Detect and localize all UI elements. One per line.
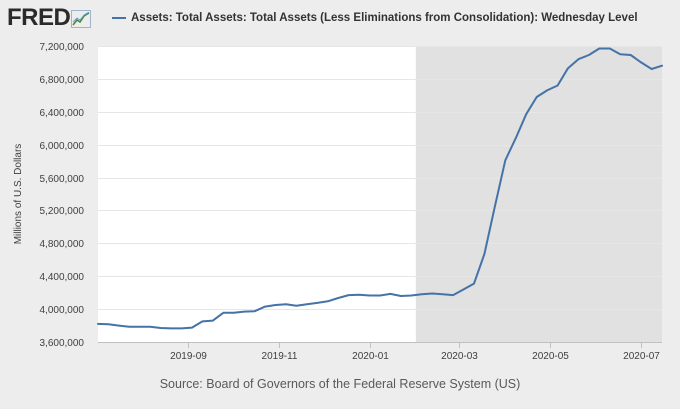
data-point[interactable] xyxy=(472,281,477,286)
data-point[interactable] xyxy=(106,322,111,327)
data-point[interactable] xyxy=(660,63,665,68)
data-point[interactable] xyxy=(304,302,309,307)
data-point[interactable] xyxy=(409,293,414,298)
y-tick-label: 4,800,000 xyxy=(40,239,85,250)
data-point[interactable] xyxy=(231,310,236,315)
x-tick-label: 2020-01 xyxy=(352,351,389,362)
data-point[interactable] xyxy=(639,60,644,65)
source-note: Source: Board of Governors of the Federa… xyxy=(159,377,521,391)
data-point[interactable] xyxy=(169,326,174,331)
x-tick-label: 2020-05 xyxy=(532,351,569,362)
data-point[interactable] xyxy=(127,324,132,329)
data-point[interactable] xyxy=(513,136,518,141)
y-tick-label: 6,800,000 xyxy=(40,75,85,86)
fred-logo-text: FRED xyxy=(7,4,71,31)
data-point[interactable] xyxy=(367,293,372,298)
y-tick-label: 6,000,000 xyxy=(40,141,85,152)
data-point[interactable] xyxy=(273,303,278,308)
data-point[interactable] xyxy=(419,292,424,297)
data-point[interactable] xyxy=(555,83,560,88)
fred-logo[interactable]: FRED xyxy=(7,4,92,31)
data-point[interactable] xyxy=(388,291,393,296)
data-point[interactable] xyxy=(252,309,257,314)
data-point[interactable] xyxy=(148,324,153,329)
y-tick-label: 7,200,000 xyxy=(40,42,85,53)
x-tick-label: 2019-11 xyxy=(262,351,298,362)
y-tick-label: 4,400,000 xyxy=(40,272,85,283)
data-point[interactable] xyxy=(649,67,654,72)
data-point[interactable] xyxy=(357,292,362,297)
data-point[interactable] xyxy=(492,204,497,209)
data-point[interactable] xyxy=(96,321,101,326)
data-point[interactable] xyxy=(597,46,602,51)
data-point[interactable] xyxy=(210,318,215,323)
data-point[interactable] xyxy=(398,294,403,299)
data-point[interactable] xyxy=(566,66,571,71)
data-point[interactable] xyxy=(346,293,351,298)
data-point[interactable] xyxy=(116,323,121,328)
data-point[interactable] xyxy=(378,293,383,298)
legend-series-label: Assets: Total Assets: Total Assets (Less… xyxy=(131,12,638,24)
y-tick-label: 4,000,000 xyxy=(40,305,85,316)
y-tick-label: 6,400,000 xyxy=(40,108,85,119)
y-tick-label: 5,200,000 xyxy=(40,206,85,217)
data-point[interactable] xyxy=(451,293,456,298)
y-tick-label: 3,600,000 xyxy=(40,338,85,349)
data-point[interactable] xyxy=(607,46,612,51)
data-point[interactable] xyxy=(534,95,539,100)
data-point[interactable] xyxy=(221,310,226,315)
data-point[interactable] xyxy=(628,53,633,58)
data-point[interactable] xyxy=(336,296,341,301)
data-point[interactable] xyxy=(325,299,330,304)
data-point[interactable] xyxy=(618,52,623,57)
legend-swatch xyxy=(112,17,126,19)
x-tick-label: 2019-09 xyxy=(170,351,207,362)
data-point[interactable] xyxy=(461,287,466,292)
x-tick-label: 2020-03 xyxy=(441,351,478,362)
data-point[interactable] xyxy=(158,326,163,331)
data-point[interactable] xyxy=(190,325,195,330)
y-axis-label: Millions of U.S. Dollars xyxy=(13,144,24,245)
data-point[interactable] xyxy=(503,158,508,163)
data-point[interactable] xyxy=(263,304,268,309)
data-point[interactable] xyxy=(524,112,529,117)
chart-line-icon xyxy=(71,10,92,28)
data-point[interactable] xyxy=(284,302,289,307)
data-point[interactable] xyxy=(576,57,581,62)
data-point[interactable] xyxy=(482,252,487,257)
y-tick-label: 5,600,000 xyxy=(40,174,85,185)
data-point[interactable] xyxy=(586,53,591,58)
data-point[interactable] xyxy=(179,326,184,331)
data-point[interactable] xyxy=(430,291,435,296)
recession-shading xyxy=(415,46,662,342)
data-point[interactable] xyxy=(545,88,550,93)
data-point[interactable] xyxy=(200,319,205,324)
data-point[interactable] xyxy=(242,309,247,314)
chart-legend: Assets: Total Assets: Total Assets (Less… xyxy=(112,11,638,25)
series-line xyxy=(97,47,663,330)
data-point[interactable] xyxy=(315,300,320,305)
x-tick-label: 2020-07 xyxy=(623,351,660,362)
chart-header: FRED Assets: Total Assets: Total Assets … xyxy=(0,0,680,36)
data-point[interactable] xyxy=(440,292,445,297)
data-point[interactable] xyxy=(137,324,142,329)
data-point[interactable] xyxy=(294,303,299,308)
